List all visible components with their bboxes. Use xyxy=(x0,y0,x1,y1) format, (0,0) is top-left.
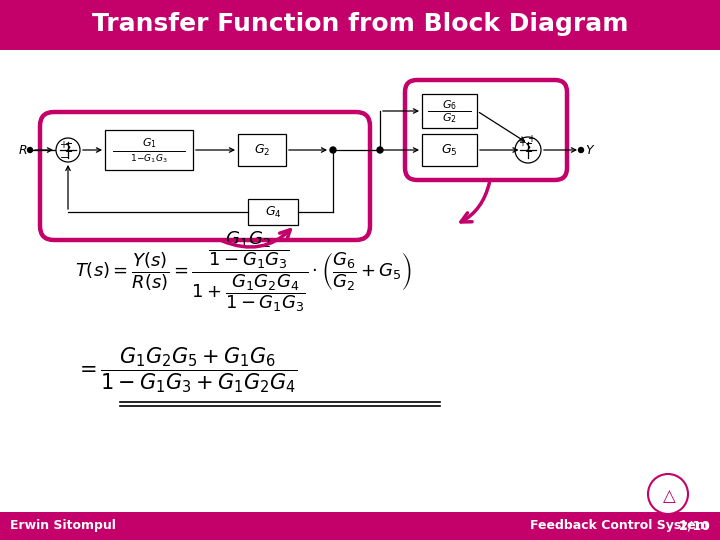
Circle shape xyxy=(648,474,688,514)
Bar xyxy=(238,134,286,166)
Bar xyxy=(0,512,720,540)
Bar xyxy=(422,134,477,166)
Text: $1\!-\!G_1G_3$: $1\!-\!G_1G_3$ xyxy=(130,152,168,165)
Text: $\Sigma$: $\Sigma$ xyxy=(524,143,534,156)
Bar xyxy=(422,94,477,128)
Circle shape xyxy=(515,137,541,163)
Bar xyxy=(248,199,298,225)
Text: $R$: $R$ xyxy=(19,144,28,157)
Text: Erwin Sitompul: Erwin Sitompul xyxy=(10,519,116,532)
Text: Transfer Function from Block Diagram: Transfer Function from Block Diagram xyxy=(91,12,629,36)
Text: $G_6$: $G_6$ xyxy=(442,98,457,112)
Bar xyxy=(0,50,720,512)
Text: $T(s)=\dfrac{Y(s)}{R(s)}=\dfrac{\,\dfrac{G_1G_2}{1-G_1G_3}\,}{1+\dfrac{G_1G_2G_4: $T(s)=\dfrac{Y(s)}{R(s)}=\dfrac{\,\dfrac… xyxy=(75,230,412,314)
Text: $-$: $-$ xyxy=(59,151,69,161)
Circle shape xyxy=(56,138,80,162)
Text: $Y$: $Y$ xyxy=(585,144,595,157)
Bar xyxy=(105,130,193,170)
Circle shape xyxy=(330,147,336,153)
Text: $G_4$: $G_4$ xyxy=(265,205,282,220)
Text: $+$: $+$ xyxy=(528,132,536,144)
Text: $G_2$: $G_2$ xyxy=(254,143,270,158)
Text: $G_2$: $G_2$ xyxy=(442,112,457,125)
Text: $+$: $+$ xyxy=(60,139,68,151)
Text: $G_5$: $G_5$ xyxy=(441,143,458,158)
Text: $+$: $+$ xyxy=(518,138,528,148)
Text: $G_1$: $G_1$ xyxy=(142,136,156,150)
Circle shape xyxy=(578,147,583,152)
Text: $\Sigma$: $\Sigma$ xyxy=(64,143,73,156)
Circle shape xyxy=(377,147,383,153)
Text: Feedback Control System: Feedback Control System xyxy=(530,519,708,532)
Text: $=\dfrac{G_1G_2G_5+G_1G_6}{1-G_1G_3+G_1G_2G_4}$: $=\dfrac{G_1G_2G_5+G_1G_6}{1-G_1G_3+G_1G… xyxy=(75,345,297,395)
Bar xyxy=(0,0,720,50)
Text: $\triangle$: $\triangle$ xyxy=(659,487,677,505)
Circle shape xyxy=(27,147,32,152)
Text: 2/10: 2/10 xyxy=(679,519,710,532)
